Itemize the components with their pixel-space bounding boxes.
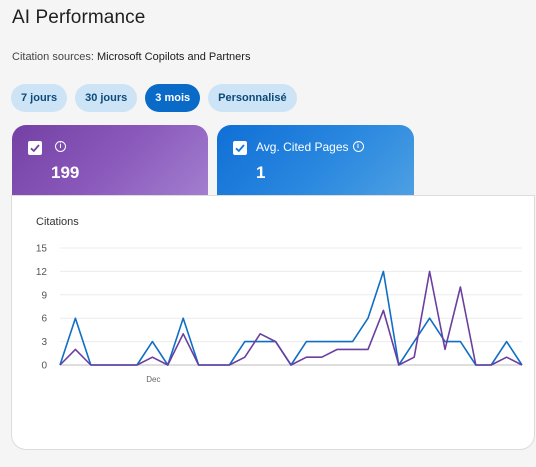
info-icon[interactable]: i xyxy=(55,141,66,152)
y-tick-label: 15 xyxy=(36,244,48,255)
chart-title: Citations xyxy=(36,216,79,228)
avg-cited-pages-card-label: Avg. Cited Pages xyxy=(256,140,349,154)
citations-card-value: 199 xyxy=(51,163,80,182)
citation-sources-value: Microsoft Copilots and Partners xyxy=(97,51,251,63)
avg-cited-pages-card-value: 1 xyxy=(256,163,266,182)
avg-cited-pages-card-header: Avg. Cited Pages i xyxy=(256,140,364,154)
y-tick-label: 0 xyxy=(41,361,47,372)
y-tick-label: 12 xyxy=(36,267,48,278)
citation-sources: Citation sources: Microsoft Copilots and… xyxy=(12,51,250,63)
citation-sources-label: Citation sources: xyxy=(12,51,94,63)
range-30-days-button[interactable]: 30 jours xyxy=(75,84,138,112)
citations-metric-card[interactable]: i 199 xyxy=(12,125,208,197)
avg-cited-pages-checkbox[interactable] xyxy=(233,141,247,155)
chart-panel xyxy=(12,196,534,449)
checkmark-icon xyxy=(235,144,245,153)
series-line-1[interactable] xyxy=(59,270,523,366)
page-title: AI Performance xyxy=(12,7,146,28)
avg-cited-pages-metric-card[interactable]: Avg. Cited Pages i 1 xyxy=(217,125,414,197)
date-range-selector: 7 jours 30 jours 3 mois Personnalisé xyxy=(11,84,297,112)
y-tick-label: 6 xyxy=(41,314,47,325)
checkmark-icon xyxy=(30,144,40,153)
y-tick-label: 3 xyxy=(41,337,47,348)
range-7-days-button[interactable]: 7 jours xyxy=(11,84,68,112)
citations-card-header: i xyxy=(51,140,66,154)
range-custom-button[interactable]: Personnalisé xyxy=(208,84,297,112)
x-tick-label: Dec xyxy=(146,375,160,384)
info-icon[interactable]: i xyxy=(352,141,364,152)
range-3-months-button[interactable]: 3 mois xyxy=(145,84,201,112)
y-tick-label: 9 xyxy=(41,290,47,301)
citations-checkbox[interactable] xyxy=(28,141,42,155)
